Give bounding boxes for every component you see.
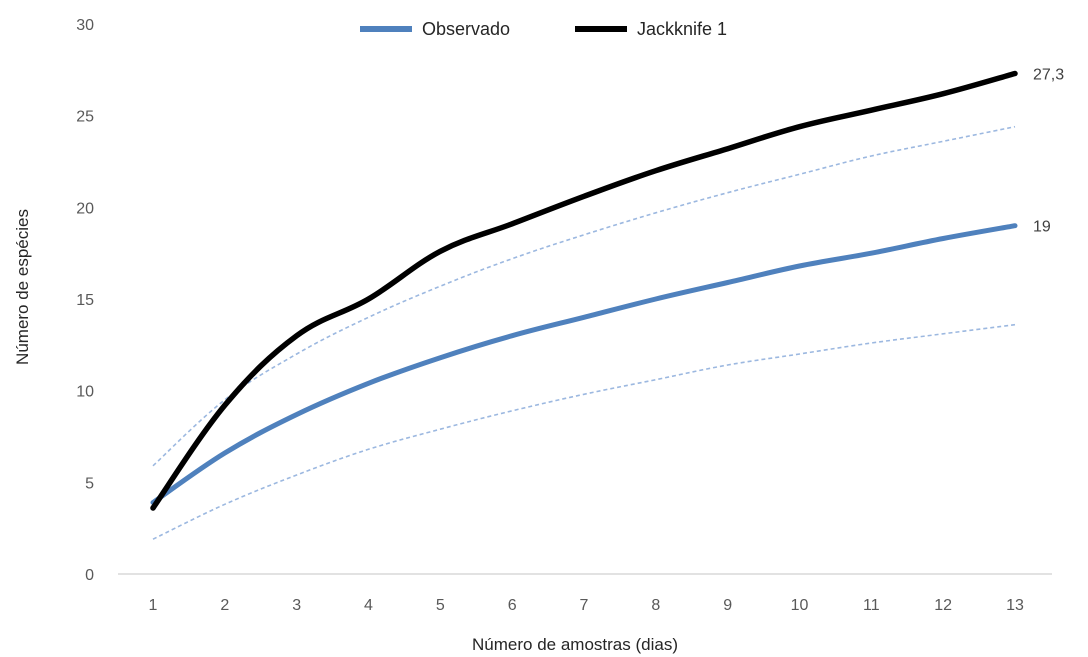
y-tick-label: 25 [76, 109, 94, 126]
x-tick-label: 12 [934, 597, 952, 614]
y-tick-label: 20 [76, 200, 94, 217]
series-lines [150, 70, 1018, 511]
x-tick-label: 13 [1006, 597, 1024, 614]
legend: Observado Jackknife 1 [360, 19, 727, 39]
x-tick-label: 9 [723, 597, 732, 614]
x-tick-label: 7 [580, 597, 589, 614]
x-tick-label: 5 [436, 597, 445, 614]
x-axis-title: Número de amostras (dias) [472, 635, 678, 654]
y-axis-ticks: 0 5 10 15 20 25 30 [76, 17, 94, 584]
x-tick-label: 11 [863, 597, 880, 614]
x-tick-label: 2 [220, 597, 229, 614]
data-labels: 19 27,3 [1033, 67, 1064, 236]
series-line-1 [150, 223, 1018, 505]
x-tick-label: 1 [149, 597, 158, 614]
x-tick-label: 10 [791, 597, 809, 614]
x-axis-ticks: 1 2 3 4 5 6 7 8 9 10 11 12 13 [149, 597, 1024, 614]
upper-bound-line [152, 125, 1016, 467]
y-tick-label: 15 [76, 292, 94, 309]
data-label-series-1: 19 [1033, 219, 1051, 236]
data-label-series-2: 27,3 [1033, 67, 1064, 84]
y-tick-label: 30 [76, 17, 94, 34]
y-axis-title: Número de espécies [13, 209, 32, 365]
y-tick-label: 10 [76, 384, 94, 401]
y-tick-label: 0 [85, 567, 94, 584]
x-tick-label: 3 [292, 597, 301, 614]
confidence-bounds [152, 125, 1016, 540]
x-tick-label: 6 [508, 597, 517, 614]
y-tick-label: 5 [85, 475, 94, 492]
lower-bound-line [152, 323, 1016, 540]
legend-label-1: Observado [422, 19, 510, 39]
x-tick-label: 8 [651, 597, 660, 614]
series-line-2 [150, 70, 1018, 511]
legend-label-2: Jackknife 1 [637, 19, 727, 39]
x-tick-label: 4 [364, 597, 373, 614]
